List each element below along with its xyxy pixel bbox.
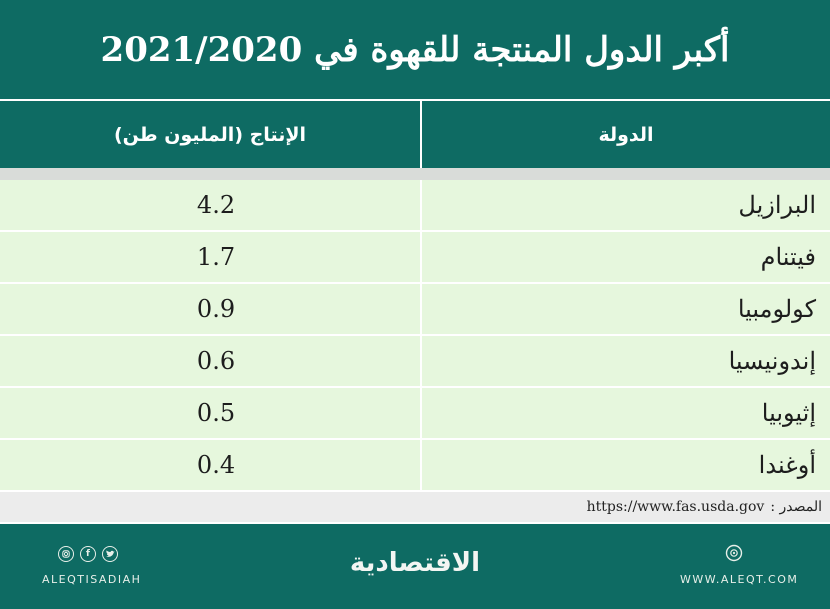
footer: f ALEQTISADIAH الاقتصادية WWW.ALEQT.COM — [0, 524, 830, 609]
header-country: الدولة — [420, 101, 830, 168]
social-icons: f — [58, 546, 118, 562]
website-link[interactable]: WWW.ALEQT.COM — [680, 573, 799, 586]
header-divider — [0, 168, 830, 180]
country-cell: أوغندا — [420, 440, 830, 490]
country-cell: كولومبيا — [420, 284, 830, 334]
country-cell: إندونيسيا — [420, 336, 830, 386]
table-row: البرازيل 4.2 — [0, 180, 830, 232]
value-cell: 4.2 — [0, 180, 420, 230]
value-cell: 0.9 — [0, 284, 420, 334]
table-row: إثيوبيا 0.5 — [0, 388, 830, 440]
table-row: كولومبيا 0.9 — [0, 284, 830, 336]
value-cell: 0.5 — [0, 388, 420, 438]
value-cell: 0.4 — [0, 440, 420, 490]
instagram-icon[interactable] — [58, 546, 74, 562]
table-row: فيتنام 1.7 — [0, 232, 830, 284]
country-cell: إثيوبيا — [420, 388, 830, 438]
table-row: إندونيسيا 0.6 — [0, 336, 830, 388]
facebook-icon[interactable]: f — [80, 546, 96, 562]
source-url[interactable]: https://www.fas.usda.gov — [586, 499, 765, 515]
globe-icon — [725, 544, 743, 562]
table-body: البرازيل 4.2 فيتنام 1.7 كولومبيا 0.9 إند… — [0, 180, 830, 492]
header-production: الإنتاج (المليون طن) — [0, 101, 420, 168]
value-cell: 1.7 — [0, 232, 420, 282]
table-header: الدولة الإنتاج (المليون طن) — [0, 101, 830, 168]
page-title: أكبر الدول المنتجة للقهوة في 2021/2020 — [0, 0, 830, 101]
table-row: أوغندا 0.4 — [0, 440, 830, 492]
value-cell: 0.6 — [0, 336, 420, 386]
country-cell: فيتنام — [420, 232, 830, 282]
social-handle: ALEQTISADIAH — [42, 573, 142, 586]
country-cell: البرازيل — [420, 180, 830, 230]
brand-logo: الاقتصادية — [349, 548, 481, 578]
twitter-icon[interactable] — [102, 546, 118, 562]
source-line: https://www.fas.usda.gov المصدر : — [0, 492, 830, 522]
source-label: المصدر : — [770, 499, 822, 515]
